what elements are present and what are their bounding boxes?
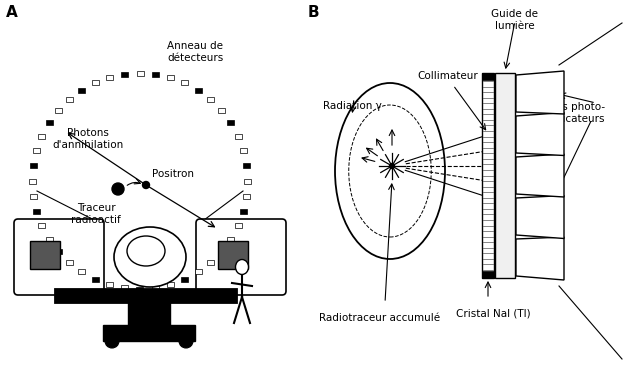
Bar	[66, 260, 73, 265]
Bar	[218, 241, 248, 269]
Ellipse shape	[127, 236, 165, 266]
Text: Photons
d'annihilation: Photons d'annihilation	[53, 128, 124, 150]
Bar	[243, 163, 250, 168]
Bar	[28, 179, 36, 184]
Bar	[137, 287, 144, 291]
Bar	[245, 179, 251, 184]
Ellipse shape	[236, 259, 248, 274]
Bar	[33, 148, 40, 153]
Bar	[495, 73, 515, 278]
Bar	[218, 249, 225, 254]
Bar	[243, 194, 250, 199]
Bar	[152, 285, 159, 290]
Bar	[152, 72, 159, 77]
Bar	[195, 269, 202, 274]
Text: Collimateur: Collimateur	[418, 71, 478, 81]
Bar	[33, 209, 40, 214]
Ellipse shape	[335, 83, 445, 259]
Polygon shape	[516, 195, 564, 239]
Polygon shape	[516, 154, 564, 197]
Bar	[121, 285, 128, 290]
Bar	[55, 249, 62, 254]
Text: Guide de
lumière: Guide de lumière	[492, 9, 539, 30]
Bar	[29, 163, 36, 168]
Text: Positron: Positron	[152, 169, 194, 179]
Bar	[181, 277, 188, 282]
Circle shape	[179, 334, 193, 348]
Bar	[29, 194, 36, 199]
FancyBboxPatch shape	[14, 219, 104, 295]
Text: A: A	[6, 5, 18, 20]
Circle shape	[105, 334, 119, 348]
Bar	[121, 72, 128, 77]
Bar	[228, 120, 234, 125]
Bar	[55, 289, 237, 303]
Bar	[78, 269, 85, 274]
FancyBboxPatch shape	[196, 219, 286, 295]
Text: Radiotraceur accumulé: Radiotraceur accumulé	[319, 313, 441, 323]
Ellipse shape	[114, 227, 186, 287]
Bar	[92, 80, 98, 85]
Bar	[482, 271, 494, 278]
Text: Radiation γ: Radiation γ	[322, 101, 381, 111]
Bar	[195, 88, 202, 93]
Bar	[55, 108, 62, 113]
Text: B: B	[308, 5, 320, 20]
Bar	[46, 120, 53, 125]
Bar	[218, 108, 225, 113]
Bar	[240, 209, 247, 214]
Bar	[137, 70, 144, 75]
Bar	[106, 75, 113, 80]
Bar	[234, 134, 242, 139]
Text: Anneau de
détecteurs: Anneau de détecteurs	[167, 42, 223, 63]
Bar	[66, 97, 73, 102]
Bar	[92, 277, 98, 282]
Bar	[208, 260, 214, 265]
Polygon shape	[516, 112, 564, 155]
Circle shape	[389, 163, 394, 168]
Bar	[78, 88, 85, 93]
Polygon shape	[516, 237, 564, 280]
Text: Traceur
radioactif: Traceur radioactif	[71, 203, 121, 225]
Bar	[167, 282, 174, 287]
Text: Cristal NaI (Tl): Cristal NaI (Tl)	[456, 309, 530, 319]
Bar	[181, 80, 188, 85]
Bar	[167, 75, 174, 80]
Bar	[240, 148, 247, 153]
Bar	[482, 73, 494, 80]
Bar	[38, 223, 45, 228]
Bar	[46, 237, 53, 242]
Bar	[234, 223, 242, 228]
Bar	[38, 134, 45, 139]
Bar	[482, 73, 494, 278]
Bar	[30, 241, 60, 269]
Bar	[228, 237, 234, 242]
Bar	[103, 325, 195, 341]
Circle shape	[112, 183, 124, 195]
Circle shape	[142, 181, 149, 189]
Polygon shape	[516, 71, 564, 114]
Bar	[106, 282, 113, 287]
Bar	[208, 97, 214, 102]
Text: Tubes photo-
muliplicateurs: Tubes photo- muliplicateurs	[530, 102, 605, 124]
Bar	[128, 301, 170, 327]
